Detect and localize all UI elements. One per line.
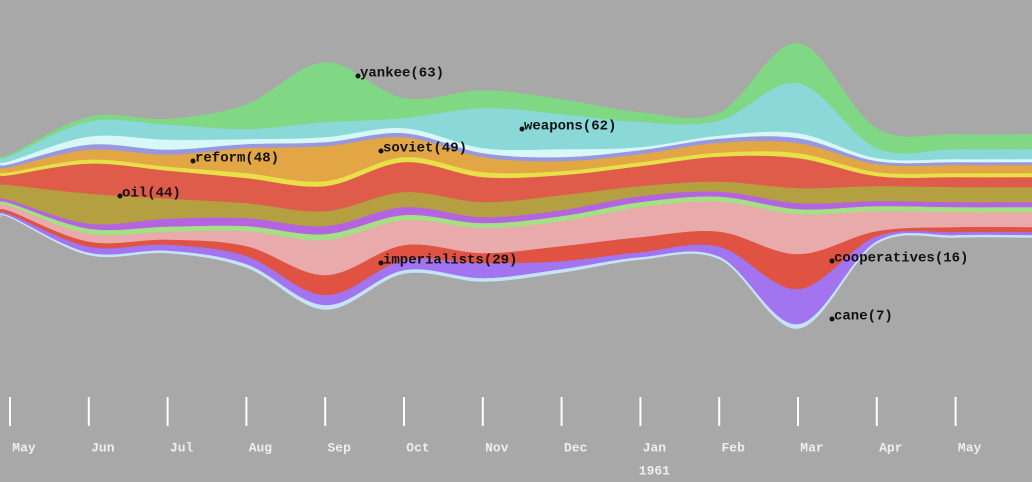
annotation: imperialists(29) xyxy=(383,253,517,269)
x-tick-label: Mar xyxy=(800,440,823,455)
annotation: oil(44) xyxy=(122,186,181,202)
annotation: yankee(63) xyxy=(360,66,444,82)
annotation-dot xyxy=(829,258,835,264)
x-tick-label: Jun xyxy=(91,440,115,455)
x-tick-label: Jul xyxy=(170,440,194,455)
annotation-dot xyxy=(355,73,361,79)
annotation-dot xyxy=(190,158,196,164)
x-tick-label: Nov xyxy=(485,440,509,455)
x-tick-label: Oct xyxy=(406,440,429,455)
annotation-dot xyxy=(378,148,384,154)
annotation: cane(7) xyxy=(834,309,893,325)
annotation: reform(48) xyxy=(195,151,279,167)
x-tick-label: Jan xyxy=(643,440,667,455)
year-label: 1961 xyxy=(639,463,670,478)
annotation: weapons(62) xyxy=(524,119,616,135)
annotation-dot xyxy=(829,316,835,322)
annotation-dot xyxy=(519,126,525,132)
annotation: cooperatives(16) xyxy=(834,251,968,267)
x-tick-label: Apr xyxy=(879,440,902,455)
x-tick-label: Aug xyxy=(249,440,273,455)
x-tick-label: Dec xyxy=(564,440,588,455)
annotation: soviet(49) xyxy=(383,141,467,157)
x-tick-label: Feb xyxy=(721,440,745,455)
x-tick-label: May xyxy=(12,440,36,455)
x-tick-label: Sep xyxy=(327,440,351,455)
annotation-dot xyxy=(117,193,123,199)
x-tick-label: May xyxy=(958,440,982,455)
annotation-dot xyxy=(378,260,384,266)
